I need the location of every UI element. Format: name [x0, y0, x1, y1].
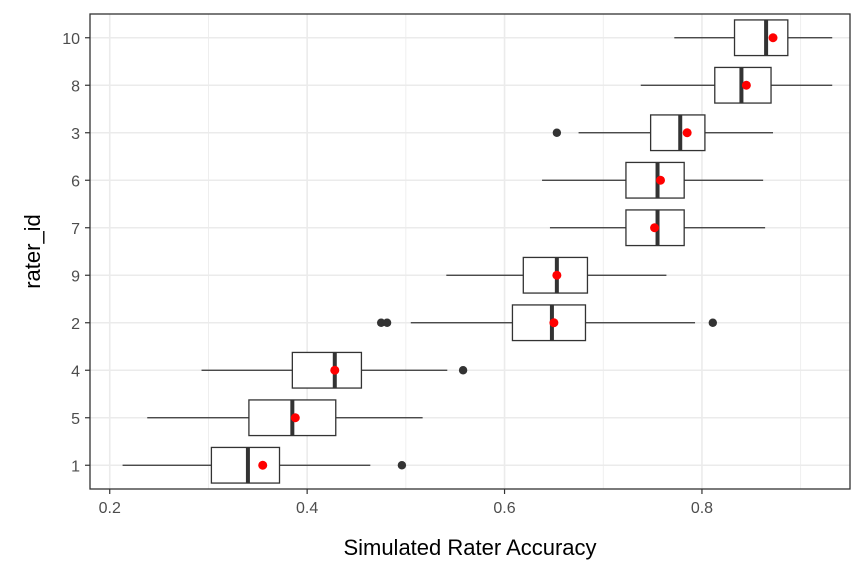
- box-iqr: [733, 19, 789, 57]
- y-tick-label: 3: [71, 126, 80, 143]
- mean-point: [330, 365, 340, 375]
- mean-point: [741, 80, 751, 90]
- y-tick-label: 9: [71, 268, 80, 285]
- box-iqr: [291, 351, 363, 389]
- box-iqr: [511, 304, 587, 342]
- y-tick-label: 10: [62, 31, 80, 48]
- box-iqr: [625, 161, 685, 199]
- box-group-rater-10: [674, 19, 833, 57]
- box-group-rater-8: [640, 66, 833, 104]
- mean-point: [258, 460, 268, 470]
- box-group-rater-2: [376, 304, 718, 342]
- x-tick-label: 0.6: [493, 500, 515, 517]
- box-group-rater-3: [552, 114, 774, 152]
- y-tick-label: 8: [71, 78, 80, 95]
- box-group-rater-7: [549, 209, 766, 247]
- outlier-point: [376, 318, 386, 327]
- y-tick-label: 2: [71, 316, 80, 333]
- y-tick-label: 1: [71, 458, 80, 475]
- box-iqr: [210, 446, 281, 484]
- outlier-point: [382, 318, 392, 327]
- box-group-rater-1: [122, 446, 407, 484]
- box-iqr: [649, 114, 706, 152]
- mean-point: [549, 318, 559, 328]
- x-tick-label: 0.8: [691, 500, 713, 517]
- outlier-point: [552, 128, 562, 137]
- y-tick-label: 5: [71, 411, 80, 428]
- mean-point: [768, 33, 778, 43]
- outlier-point: [708, 318, 718, 327]
- box-group-rater-9: [446, 256, 667, 294]
- outlier-point: [458, 366, 468, 375]
- y-tick-label: 7: [71, 221, 80, 238]
- x-tick-label: 0.4: [296, 500, 318, 517]
- box-layer: [122, 19, 833, 484]
- box-group-rater-5: [147, 399, 423, 437]
- y-axis-title: rater_id: [20, 214, 45, 289]
- panel-border: [89, 13, 851, 490]
- x-tick-label: 0.2: [99, 500, 121, 517]
- mean-point: [290, 413, 300, 423]
- mean-point: [655, 175, 665, 185]
- y-tick-label: 4: [71, 363, 80, 380]
- outlier-point: [397, 461, 407, 470]
- y-tick-label: 6: [71, 173, 80, 190]
- x-axis-title: Simulated Rater Accuracy: [343, 535, 596, 560]
- mean-point: [682, 128, 692, 138]
- box-group-rater-6: [542, 161, 764, 199]
- axis-layer: 0.2 0.4 0.6 0.8 10 8 3 6 7 9 2 4 5 1: [62, 31, 713, 517]
- box-group-rater-4: [201, 351, 468, 389]
- mean-point: [552, 270, 562, 280]
- mean-point: [650, 223, 660, 233]
